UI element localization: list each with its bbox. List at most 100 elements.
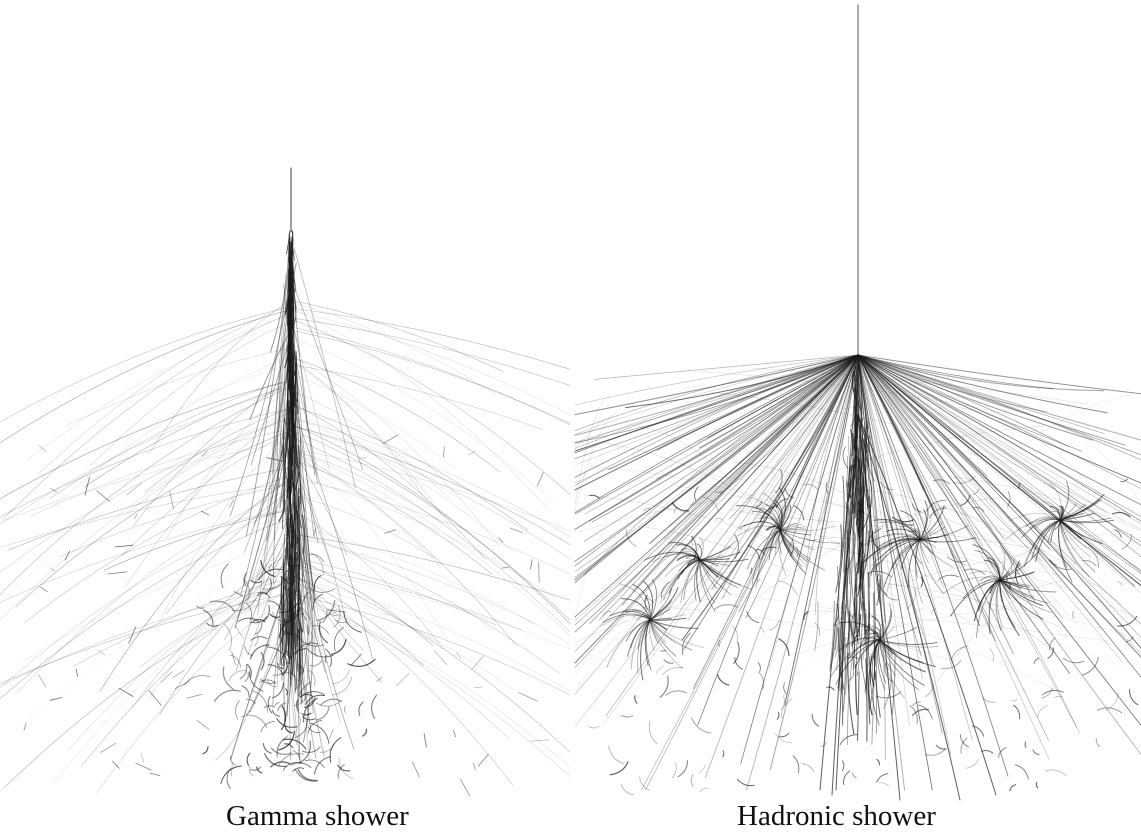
subcascade-track	[996, 579, 1003, 628]
electron-stub	[1128, 689, 1139, 706]
secondary-track	[625, 354, 859, 409]
shower-track	[294, 575, 297, 648]
electron-stub	[920, 576, 924, 588]
electron-stub	[1018, 482, 1021, 489]
lateral-track	[52, 355, 295, 508]
lateral-track	[5, 588, 293, 787]
subcascade-track	[862, 538, 921, 564]
shower-track	[292, 242, 356, 489]
lateral-track	[957, 407, 1111, 506]
electron-stub	[358, 701, 364, 717]
lateral-track	[0, 386, 292, 525]
shower-track	[861, 480, 873, 532]
electron-stub	[343, 611, 362, 633]
electron-stub	[337, 764, 345, 779]
secondary-track	[574, 354, 859, 578]
subcascade-track	[747, 496, 781, 531]
secondary-track	[857, 354, 1141, 395]
subcascade-track	[876, 536, 921, 549]
shower-track	[230, 592, 285, 761]
shower-track	[859, 611, 870, 647]
electron-stub	[867, 528, 882, 547]
electron-stub	[266, 680, 278, 688]
lateral-track	[289, 474, 558, 600]
shower-track	[292, 391, 296, 439]
shower-track	[287, 345, 289, 407]
subcascade-track	[627, 619, 651, 657]
shower-track	[855, 459, 861, 526]
electron-stub	[811, 713, 820, 727]
electron-stub	[308, 669, 316, 687]
electron-stub	[780, 698, 793, 719]
secondary-track	[745, 354, 859, 791]
secondary-track	[784, 354, 859, 706]
shower-track	[287, 527, 310, 637]
secondary-track	[857, 354, 933, 791]
electron-stub	[304, 697, 316, 709]
subcascade-track	[879, 639, 896, 677]
subcascade-track	[779, 528, 806, 531]
subcascade-track	[919, 505, 945, 541]
shower-track	[286, 485, 295, 717]
subcascade-track	[1059, 512, 1095, 521]
secondary-track	[857, 354, 1141, 649]
electron-stub	[333, 605, 341, 628]
electron-stub	[305, 694, 326, 705]
shower-track	[279, 623, 282, 666]
subcascade-track	[602, 613, 651, 623]
shower-track	[288, 308, 308, 431]
subcascade-track	[735, 505, 781, 531]
secondary-track	[857, 354, 1141, 557]
subcascade-track	[756, 529, 781, 583]
shower-track	[283, 609, 300, 727]
electron-stub	[201, 451, 208, 457]
electron-stub	[266, 457, 284, 462]
lateral-track	[0, 380, 292, 500]
electron-stub	[801, 763, 815, 772]
electron-stub	[1112, 511, 1131, 518]
lateral-track	[294, 511, 444, 650]
electron-stub	[906, 588, 917, 609]
subcascade-track	[1057, 508, 1062, 521]
electron-stub	[749, 567, 753, 574]
secondary-track	[683, 354, 859, 651]
electron-stub	[299, 740, 311, 763]
electron-stub	[134, 513, 138, 520]
lateral-track	[574, 593, 746, 643]
electron-stub	[857, 499, 863, 525]
subcascade-track	[988, 579, 1001, 635]
shower-track	[291, 556, 341, 723]
shower-track	[285, 590, 288, 618]
electron-stub	[267, 696, 273, 714]
electron-stub	[267, 664, 284, 676]
secondary-track	[574, 354, 859, 581]
lateral-track	[737, 596, 1061, 693]
electron-stub	[276, 735, 289, 759]
electron-stub	[184, 675, 211, 686]
electron-stub	[860, 606, 867, 612]
lateral-track	[790, 608, 1011, 657]
shower-track	[291, 314, 311, 570]
subcascade-track	[699, 558, 730, 561]
lateral-track	[24, 476, 288, 623]
subcascade-track	[779, 522, 798, 531]
subcascade-track	[642, 607, 651, 621]
shower-track	[867, 435, 870, 467]
electron-stub	[292, 767, 305, 772]
lateral-track	[296, 495, 436, 559]
electron-stub	[698, 765, 706, 773]
electron-stub	[1041, 687, 1053, 699]
electron-stub	[625, 529, 637, 547]
electron-stub	[233, 591, 243, 597]
subcascade-track	[620, 598, 651, 621]
secondary-track	[857, 354, 1126, 446]
shower-track	[224, 478, 293, 641]
lateral-track	[288, 563, 571, 753]
electron-stub	[755, 578, 761, 589]
electron-stub	[883, 592, 899, 601]
subcascade-track	[981, 577, 1001, 586]
electron-stub	[1045, 769, 1067, 776]
electron-stub	[330, 638, 347, 655]
electron-stub	[148, 690, 162, 706]
shower-track	[282, 323, 294, 542]
